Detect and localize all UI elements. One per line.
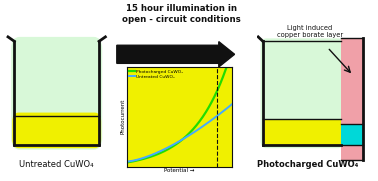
Bar — [341, 38, 363, 160]
Photocharged CuWO₄ — [214, 92, 218, 95]
Line: Untreated CuWO₄: Untreated CuWO₄ — [127, 104, 232, 161]
Bar — [263, 132, 354, 145]
Untreated CuWO₄ — [214, 116, 218, 118]
Photocharged CuWO₄ — [225, 66, 229, 68]
Untreated CuWO₄ — [187, 134, 192, 136]
Untreated CuWO₄ — [230, 103, 235, 105]
Bar — [14, 115, 99, 135]
Photocharged CuWO₄ — [124, 161, 129, 164]
Bar — [341, 125, 363, 145]
Photocharged CuWO₄ — [187, 132, 192, 134]
Photocharged CuWO₄ — [125, 161, 129, 164]
Untreated CuWO₄ — [220, 111, 225, 113]
Legend: Photocharged CuWO₄, Untreated CuWO₄: Photocharged CuWO₄, Untreated CuWO₄ — [129, 69, 183, 79]
Untreated CuWO₄ — [187, 134, 192, 136]
X-axis label: Potential →: Potential → — [164, 168, 195, 173]
Photocharged CuWO₄ — [220, 77, 225, 79]
Text: Photocharged CuWO₄: Photocharged CuWO₄ — [257, 160, 358, 169]
FancyBboxPatch shape — [11, 37, 102, 150]
Photocharged CuWO₄ — [230, 66, 235, 68]
Photocharged CuWO₄ — [187, 132, 192, 134]
Text: Light induced
copper borate layer: Light induced copper borate layer — [277, 25, 343, 38]
Text: 15 hour illumination in
open - circuit conditions: 15 hour illumination in open - circuit c… — [122, 4, 241, 24]
Text: Untreated CuWO₄: Untreated CuWO₄ — [19, 160, 94, 169]
Y-axis label: Photocurrent: Photocurrent — [120, 99, 125, 134]
FancyArrow shape — [117, 42, 235, 67]
FancyBboxPatch shape — [12, 113, 101, 148]
Untreated CuWO₄ — [124, 160, 129, 163]
Untreated CuWO₄ — [189, 133, 194, 135]
FancyBboxPatch shape — [260, 38, 344, 148]
Untreated CuWO₄ — [125, 160, 129, 163]
Line: Photocharged CuWO₄: Photocharged CuWO₄ — [127, 67, 232, 163]
Bar — [263, 119, 341, 145]
Photocharged CuWO₄ — [189, 130, 194, 132]
Bar — [263, 41, 341, 139]
